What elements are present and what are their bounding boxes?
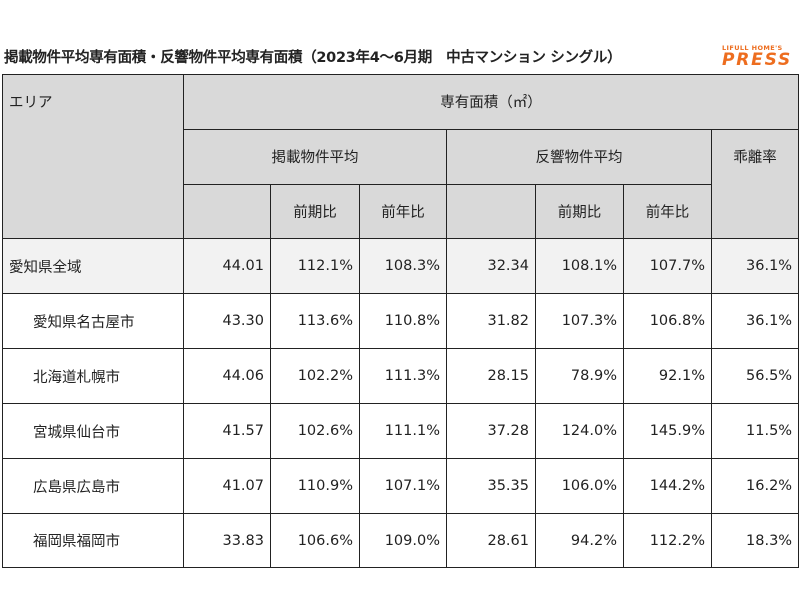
area-cell: 愛知県名古屋市 <box>2 293 184 349</box>
listing-cell: 33.83 <box>183 513 271 568</box>
response-yoy-cell: 106.8% <box>623 293 712 349</box>
listing-yoy-cell: 111.3% <box>359 348 447 404</box>
response-qoq-header: 前期比 <box>535 184 624 239</box>
listing-qoq-header: 前期比 <box>270 184 360 239</box>
response-cell: 37.28 <box>446 403 536 459</box>
listing-qoq-cell: 110.9% <box>270 458 360 514</box>
response-qoq-cell: 107.3% <box>535 293 624 349</box>
table-row: 愛知県名古屋市 43.30 113.6% 110.8% 31.82 107.3%… <box>2 293 800 349</box>
response-qoq-cell: 78.9% <box>535 348 624 404</box>
response-value-header <box>446 184 536 239</box>
area-header: エリア <box>2 74 184 239</box>
listing-cell: 41.57 <box>183 403 271 459</box>
divergence-cell: 11.5% <box>710 403 800 459</box>
listing-cell: 44.06 <box>183 348 271 404</box>
response-yoy-cell: 112.2% <box>623 513 712 568</box>
lifull-homes-press-logo: LIFULL HOME'S PRESS <box>722 44 798 72</box>
response-cell: 28.61 <box>446 513 536 568</box>
area-cell: 北海道札幌市 <box>2 348 184 404</box>
listing-cell: 44.01 <box>183 238 271 294</box>
response-cell: 35.35 <box>446 458 536 514</box>
unit-header: 専有面積（㎡） <box>182 74 800 130</box>
listing-qoq-cell: 106.6% <box>270 513 360 568</box>
listing-header: 掲載物件平均 <box>183 129 447 185</box>
logo-top-text: LIFULL HOME'S <box>722 44 783 52</box>
listing-yoy-cell: 110.8% <box>359 293 447 349</box>
divergence-header: 乖離率 <box>710 129 800 239</box>
divergence-cell: 36.1% <box>710 293 800 349</box>
divergence-cell: 56.5% <box>710 348 800 404</box>
divergence-cell: 18.3% <box>710 513 800 568</box>
divergence-cell: 36.1% <box>710 238 800 294</box>
listing-value-header <box>183 184 271 239</box>
area-cell: 愛知県全域 <box>2 238 184 294</box>
area-table: エリア 専有面積（㎡） 掲載物件平均 反響物件平均 乖離率 前期比 前年比 前期… <box>2 74 800 568</box>
listing-qoq-cell: 113.6% <box>270 293 360 349</box>
response-qoq-cell: 106.0% <box>535 458 624 514</box>
response-header: 反響物件平均 <box>446 129 712 185</box>
listing-qoq-cell: 102.2% <box>270 348 360 404</box>
response-yoy-header: 前年比 <box>623 184 712 239</box>
listing-qoq-cell: 112.1% <box>270 238 360 294</box>
response-qoq-cell: 108.1% <box>535 238 624 294</box>
listing-cell: 43.30 <box>183 293 271 349</box>
response-yoy-cell: 92.1% <box>623 348 712 404</box>
table-row: 宮城県仙台市 41.57 102.6% 111.1% 37.28 124.0% … <box>2 403 800 459</box>
response-qoq-cell: 94.2% <box>535 513 624 568</box>
listing-yoy-cell: 111.1% <box>359 403 447 459</box>
table-row: 福岡県福岡市 33.83 106.6% 109.0% 28.61 94.2% 1… <box>2 513 800 568</box>
response-qoq-cell: 124.0% <box>535 403 624 459</box>
listing-yoy-cell: 107.1% <box>359 458 447 514</box>
table-row: 広島県広島市 41.07 110.9% 107.1% 35.35 106.0% … <box>2 458 800 514</box>
table-title: 掲載物件平均専有面積・反響物件平均専有面積（2023年4〜6月期 中古マンション… <box>4 50 622 66</box>
listing-yoy-cell: 109.0% <box>359 513 447 568</box>
area-cell: 福岡県福岡市 <box>2 513 184 568</box>
response-yoy-cell: 107.7% <box>623 238 712 294</box>
listing-cell: 41.07 <box>183 458 271 514</box>
listing-yoy-header: 前年比 <box>359 184 447 239</box>
logo-press-text: PRESS <box>722 50 793 70</box>
response-cell: 31.82 <box>446 293 536 349</box>
table-row: 愛知県全域 44.01 112.1% 108.3% 32.34 108.1% 1… <box>2 238 800 294</box>
area-cell: 広島県広島市 <box>2 458 184 514</box>
divergence-cell: 16.2% <box>710 458 800 514</box>
response-yoy-cell: 145.9% <box>623 403 712 459</box>
response-yoy-cell: 144.2% <box>623 458 712 514</box>
table-row: 北海道札幌市 44.06 102.2% 111.3% 28.15 78.9% 9… <box>2 348 800 404</box>
listing-qoq-cell: 102.6% <box>270 403 360 459</box>
response-cell: 32.34 <box>446 238 536 294</box>
area-cell: 宮城県仙台市 <box>2 403 184 459</box>
listing-yoy-cell: 108.3% <box>359 238 447 294</box>
response-cell: 28.15 <box>446 348 536 404</box>
